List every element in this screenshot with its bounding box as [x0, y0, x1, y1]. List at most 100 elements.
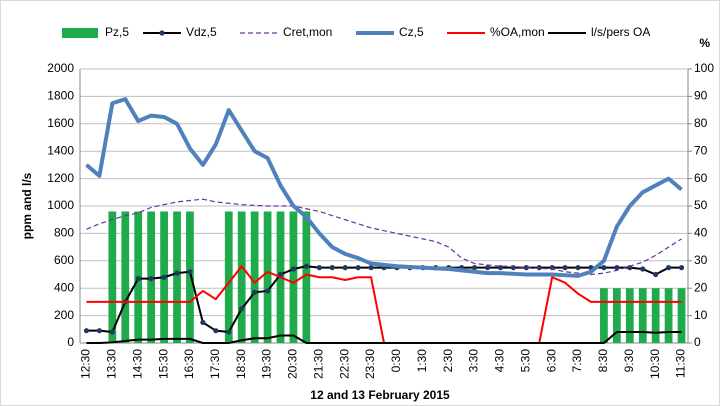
y2-tick-label: 40	[694, 226, 708, 240]
x-tick-label: 7:30	[570, 349, 584, 373]
y-tick-label: 600	[54, 253, 74, 267]
marker	[303, 263, 309, 269]
x-tick-label: 16:30	[182, 349, 196, 379]
line	[85, 97, 683, 278]
marker	[536, 265, 542, 271]
marker	[601, 265, 607, 271]
marker	[83, 328, 90, 334]
line	[86, 331, 682, 344]
x-tick-label: 13:30	[105, 349, 119, 379]
marker	[200, 319, 206, 326]
bar	[600, 288, 608, 343]
x-tick-label: 15:30	[156, 349, 170, 379]
marker	[329, 265, 335, 271]
marker	[653, 271, 659, 278]
x-tick-label: 10:30	[648, 349, 662, 379]
bar	[173, 211, 181, 343]
y2-tick-label: 80	[694, 116, 708, 130]
y-tick-label: 1600	[47, 116, 74, 130]
x-tick-label: 4:30	[493, 349, 507, 373]
y2-tick-label: 100	[694, 61, 714, 75]
x-tick-label: 17:30	[208, 349, 222, 379]
x-axis-title: 12 and 13 February 2015	[310, 388, 450, 402]
marker	[640, 266, 646, 272]
x-tick-label: 19:30	[260, 349, 274, 379]
marker	[290, 266, 297, 272]
y-tick-label: 200	[54, 308, 74, 322]
legend-marker	[159, 30, 165, 36]
bar	[108, 211, 117, 343]
x-tick-label: 21:30	[311, 349, 325, 379]
marker	[161, 274, 167, 280]
marker	[252, 289, 258, 295]
bar	[250, 211, 259, 343]
y2-tick-label: 10	[694, 308, 708, 322]
y-tick-label: 1000	[47, 198, 74, 212]
marker	[575, 265, 581, 271]
y2-tick-label: 20	[694, 280, 708, 294]
bar	[263, 211, 272, 343]
marker	[678, 265, 685, 271]
x-tick-label: 9:30	[622, 349, 636, 373]
bar	[224, 211, 233, 343]
x-tick-label: 11:30	[674, 349, 688, 378]
x-tick-label: 0:30	[389, 349, 403, 373]
x-tick-label: 5:30	[518, 349, 532, 373]
marker	[523, 265, 529, 271]
bar	[121, 211, 130, 343]
marker	[174, 270, 180, 276]
marker	[316, 265, 322, 271]
x-tick-label: 1:30	[415, 349, 429, 373]
y-tick-label: 400	[54, 280, 74, 294]
y-tick-label: 800	[54, 226, 74, 240]
x-tick-label: 23:30	[363, 349, 377, 379]
marker	[471, 265, 478, 271]
y-tick-label: 0	[67, 335, 74, 349]
y-axis-title: ppm and l/s	[20, 172, 34, 239]
marker	[342, 265, 348, 271]
x-tick-label: 22:30	[337, 349, 351, 379]
x-tick-label: 6:30	[544, 349, 558, 373]
marker	[96, 328, 103, 334]
legend-label: Pz,5	[105, 25, 129, 39]
legend-label: l/s/pers OA	[591, 25, 650, 39]
marker	[187, 269, 193, 275]
marker	[109, 329, 115, 335]
marker	[355, 265, 361, 271]
y-tick-label: 1400	[47, 143, 74, 157]
x-tick-label: 14:30	[130, 349, 144, 379]
bar	[677, 288, 686, 343]
x-tick-label: 12:30	[79, 349, 93, 379]
marker	[264, 288, 271, 294]
bar	[612, 288, 621, 343]
x-tick-label: 8:30	[596, 349, 610, 373]
bar	[186, 211, 194, 343]
y2-tick-label: 90	[694, 89, 708, 103]
marker	[562, 265, 568, 271]
marker	[135, 276, 141, 282]
marker	[665, 265, 672, 271]
marker	[148, 276, 154, 282]
x-tick-label: 18:30	[234, 349, 248, 379]
x-tick-label: 2:30	[441, 349, 455, 373]
y2-tick-label: 30	[694, 253, 708, 267]
bar	[289, 211, 298, 343]
y2-tick-label: 0	[694, 335, 701, 349]
legend-label: Cz,5	[399, 25, 424, 39]
legend-swatch	[62, 28, 98, 38]
bar	[651, 288, 660, 343]
legend-label: %OA,mon	[490, 25, 545, 39]
marker	[213, 328, 219, 334]
marker	[368, 265, 374, 271]
y2-tick-label: 60	[694, 171, 708, 185]
legend-label: Cret,mon	[283, 25, 332, 39]
x-tick-label: 20:30	[286, 349, 300, 379]
y-tick-label: 2000	[47, 61, 74, 75]
y-tick-label: 1200	[47, 171, 74, 185]
y-tick-label: 1800	[47, 89, 74, 103]
bar	[302, 211, 311, 343]
marker	[484, 265, 491, 271]
